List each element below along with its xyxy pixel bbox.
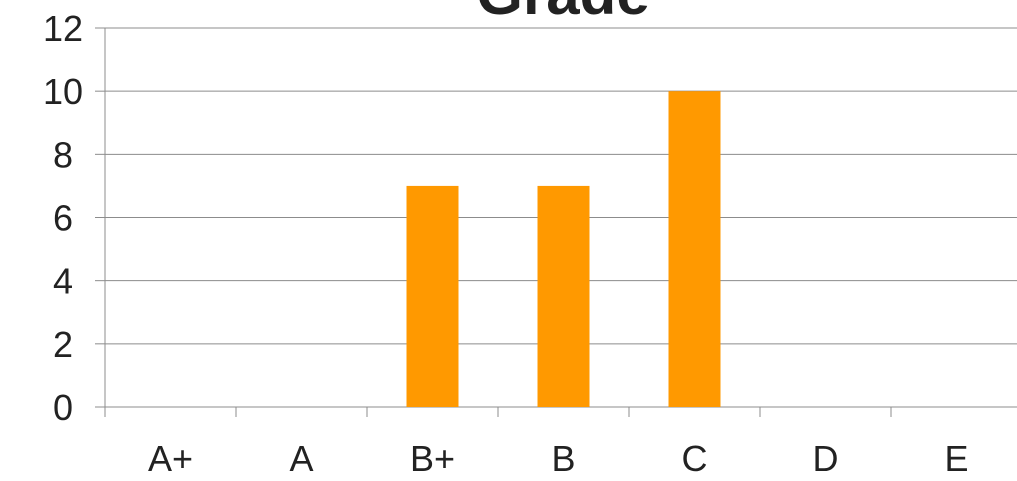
y-tick-label: 8 [53,134,73,175]
x-tick-label: C [682,438,708,479]
bar-b-plus [406,185,459,407]
chart-title-layer: Grade [476,0,649,27]
y-tick-label: 2 [53,324,73,365]
tick-labels: 0 2 4 6 8 10 12 A+ A B+ B C D E [43,8,969,479]
bar-c [668,91,721,408]
x-tick-label: D [813,438,839,479]
x-tick-label: A+ [148,438,193,479]
y-tick-label: 4 [53,261,73,302]
y-tick-label: 6 [53,198,73,239]
bars [406,91,721,408]
x-tick-label: B [551,438,575,479]
x-tick-label: B+ [410,438,455,479]
x-tick-label: E [944,438,968,479]
y-tick-label: 0 [53,387,73,428]
y-tick-label: 12 [43,8,83,49]
x-tick-label: A [289,438,313,479]
bar-b [537,185,590,407]
y-tick-label: 10 [43,71,83,112]
chart-title: Grade [476,0,649,27]
